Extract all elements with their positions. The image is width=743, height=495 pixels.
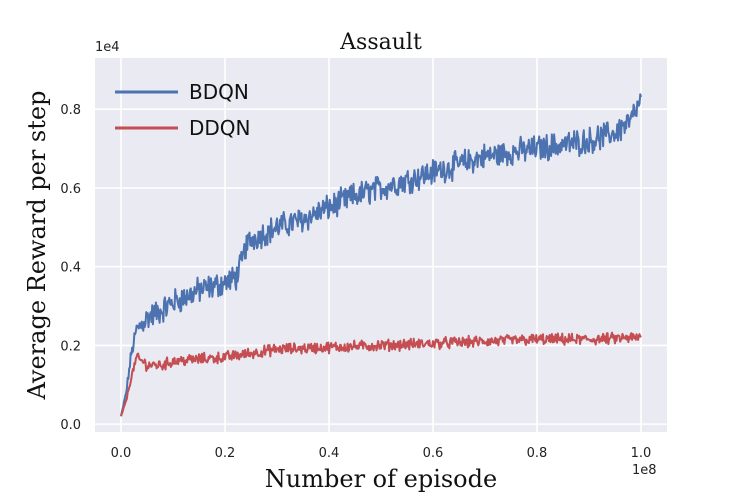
y-tick-label: 0.6	[60, 182, 81, 197]
y-tick-label: 0.0	[60, 418, 81, 433]
series-layer	[120, 93, 642, 417]
legend: BDQN DDQN	[115, 80, 251, 140]
y-axis-label: Average Reward per step	[23, 91, 51, 401]
x-tick-label: 0.6	[423, 446, 444, 461]
x-tick-label: 0.4	[319, 446, 340, 461]
y-multiplier-label: 1e4	[95, 40, 120, 55]
legend-label-bdqn: BDQN	[189, 80, 249, 104]
y-tick-label: 0.8	[60, 103, 81, 118]
x-multiplier-label: 1e8	[632, 463, 657, 478]
series-line-bdqn	[120, 93, 642, 417]
tick-labels: 0.0 0.2 0.4 0.6 0.8 1.0 0.0 0.2 0.4 0.6 0.8	[60, 103, 651, 461]
x-tick-label: 0.2	[215, 446, 236, 461]
x-tick-label: 0.0	[111, 446, 132, 461]
x-tick-label: 0.8	[527, 446, 548, 461]
plot-background	[95, 58, 667, 432]
chart-title: Assault	[339, 30, 422, 55]
y-tick-label: 0.2	[60, 339, 81, 354]
series-line-ddqn	[120, 331, 642, 417]
y-tick-label: 0.4	[60, 261, 81, 276]
legend-label-ddqn: DDQN	[189, 116, 251, 140]
grid-lines	[95, 58, 667, 432]
x-tick-label: 1.0	[631, 446, 652, 461]
x-axis-label: Number of episode	[265, 465, 497, 493]
